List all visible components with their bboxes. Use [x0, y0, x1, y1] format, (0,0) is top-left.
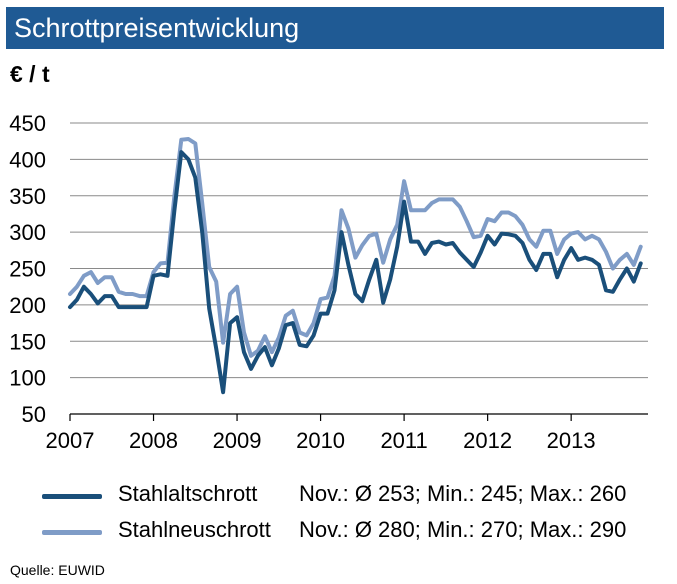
y-tick-label: 450 [9, 111, 46, 136]
series-line-stahlaltschrott [68, 150, 643, 395]
legend-row-stahlaltschrott: Stahlaltschrott Nov.: Ø 253; Min.: 245; … [40, 481, 670, 511]
y-tick-label: 250 [9, 257, 46, 282]
x-tick-label: 2012 [463, 428, 512, 453]
chart-title: Schrottpreisentwicklung [14, 13, 300, 43]
source-note: Quelle: EUWID [10, 562, 105, 578]
x-tick-label: 2007 [46, 428, 95, 453]
x-tick-label: 2013 [547, 428, 596, 453]
legend-label: Stahlneuschrott [118, 517, 271, 542]
x-tick-label: 2008 [129, 428, 178, 453]
legend-stats: Nov.: Ø 280; Min.: 270; Max.: 290 [299, 517, 627, 542]
series-group [68, 137, 643, 395]
y-tick-label: 50 [22, 402, 46, 427]
y-tick-label: 400 [9, 147, 46, 172]
y-axis-ticks: 50 100 150 200 250 300 350 400 450 [9, 111, 46, 427]
legend-swatch-stahlneuschrott [42, 530, 102, 535]
title-bar: Schrottpreisentwicklung [6, 7, 664, 49]
x-tick-label: 2009 [213, 428, 262, 453]
y-tick-label: 300 [9, 220, 46, 245]
legend-stats: Nov.: Ø 253; Min.: 245; Max.: 260 [299, 481, 627, 506]
x-tick-label: 2010 [296, 428, 345, 453]
x-tick-label: 2011 [380, 428, 427, 453]
legend-row-stahlneuschrott: Stahlneuschrott Nov.: Ø 280; Min.: 270; … [40, 517, 670, 547]
series-line-stahlneuschrott [68, 137, 643, 358]
y-tick-label: 150 [9, 329, 46, 354]
legend-label: Stahlaltschrott [118, 481, 258, 506]
y-tick-label: 100 [9, 366, 46, 391]
legend-swatch-stahlaltschrott [42, 494, 102, 499]
y-tick-label: 350 [9, 184, 46, 209]
unit-label: € / t [10, 61, 50, 87]
x-axis-ticks: 2007 2008 2009 2010 2011 2012 2013 [46, 414, 596, 453]
y-tick-label: 200 [9, 293, 46, 318]
